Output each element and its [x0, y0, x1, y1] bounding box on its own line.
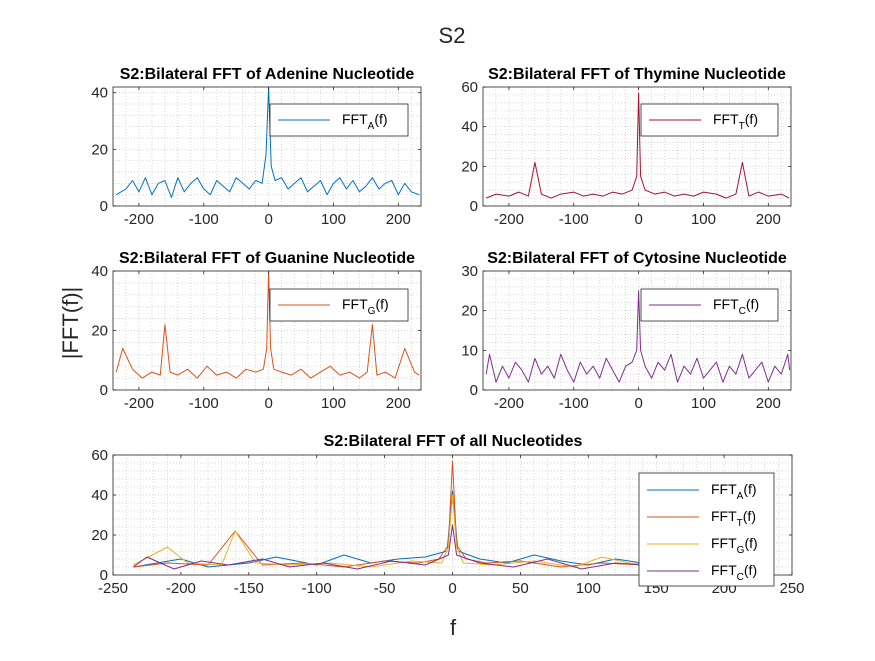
x-tick-label: -100: [189, 395, 219, 412]
legend-label-t: FFTT(f): [713, 111, 758, 132]
subplot-2: -200 -100 0 100 200 0 20 40 60 S2:Bilateral FFT o…: [461, 66, 792, 228]
subplot-title: S2:Bilateral FFT of Adenine Nucleotide: [120, 66, 415, 83]
legend: FFTG(f): [269, 288, 409, 322]
y-tick-label: 40: [91, 487, 108, 504]
x-tick-label: 100: [691, 395, 716, 412]
x-tick-label: 200: [386, 211, 411, 228]
y-tick-label: 40: [91, 85, 108, 102]
x-tick-label: -100: [559, 395, 589, 412]
y-tick-label: 60: [91, 447, 108, 464]
y-tick-label: 0: [100, 567, 108, 584]
subplot-title: S2:Bilateral FFT of Thymine Nucleotide: [488, 66, 786, 83]
subplot-title: S2:Bilateral FFT of Guanine Nucleotide: [119, 250, 415, 267]
x-tick-label: 100: [321, 211, 346, 228]
series-line-c: [485, 290, 791, 383]
x-tick-label: 0: [634, 211, 642, 228]
legend: FFTC(f): [640, 288, 779, 322]
subplot-3: -200 -100 0 100 200 0 20 40 S2:Bilateral FFT of …: [91, 250, 422, 412]
x-tick-label: -200: [124, 211, 154, 228]
y-tick-label: 30: [461, 263, 478, 280]
x-tick-label: -250: [98, 580, 128, 597]
legend-label-g: FFTG(f): [711, 535, 758, 556]
legend-label-g: FFTG(f): [342, 296, 389, 317]
x-tick-label: -100: [189, 211, 219, 228]
x-tick-label: 0: [448, 580, 456, 597]
axes-frame: [112, 86, 422, 207]
x-tick-label: -100: [559, 211, 589, 228]
series-line-g: [133, 494, 768, 568]
y-tick-label: 20: [461, 158, 478, 175]
subplot-title: S2:Bilateral FFT of Cytosine Nucleotide: [487, 250, 787, 267]
legend-label-t: FFTT(f): [711, 508, 756, 529]
y-tick-label: 20: [461, 303, 478, 320]
legend-label-c: FFTC(f): [711, 562, 757, 583]
x-tick-label: 100: [691, 211, 716, 228]
x-tick-label: 200: [756, 211, 781, 228]
figure-x-label: f: [450, 615, 457, 640]
x-tick-label: 100: [321, 395, 346, 412]
subplot-title: S2:Bilateral FFT of all Nucleotides: [324, 433, 583, 450]
x-tick-label: 250: [779, 580, 804, 597]
series-line-t: [486, 92, 790, 199]
y-tick-label: 40: [91, 263, 108, 280]
x-tick-label: 200: [386, 395, 411, 412]
legend-label-c: FFTC(f): [713, 296, 759, 317]
y-tick-label: 0: [100, 198, 108, 215]
legend: FFTA(f): [269, 103, 409, 137]
x-tick-label: -100: [302, 580, 332, 597]
subplot-5: -250 -200 -150 -100 -50 0 50 100 150 200 250020406…: [91, 433, 804, 597]
x-tick-label: -200: [166, 580, 196, 597]
y-tick-label: 0: [470, 382, 478, 399]
x-tick-label: 200: [756, 395, 781, 412]
y-tick-label: 40: [461, 119, 478, 136]
x-tick-label: -50: [374, 580, 396, 597]
y-tick-label: 0: [470, 198, 478, 215]
y-tick-label: 10: [461, 342, 478, 359]
figure-y-label: |FFT(f)|: [58, 287, 83, 360]
x-tick-label: 0: [264, 395, 272, 412]
x-tick-label: -150: [234, 580, 264, 597]
subplot-4: -200 -100 0 100 200 0 10 20 30 S2:Bilateral FFT o…: [461, 250, 792, 412]
legend-label-a: FFTA(f): [711, 481, 757, 502]
axes-frame: [482, 86, 792, 207]
x-tick-label: 0: [264, 211, 272, 228]
figure-title: S2: [439, 23, 466, 48]
x-tick-label: 0: [634, 395, 642, 412]
subplot-1: -200 -100 0 100 200 0 20 40 S2:Bilateral FFT of …: [91, 66, 422, 228]
legend: FFTT(f): [640, 103, 779, 137]
x-tick-label: -200: [494, 395, 524, 412]
y-tick-label: 0: [100, 382, 108, 399]
axes-frame: [482, 270, 792, 391]
legend: FFTA(f) FFTT(f) FFTG(f) FFTC(f): [638, 472, 775, 587]
legend-box: [638, 472, 775, 587]
x-tick-label: 100: [576, 580, 601, 597]
x-tick-label: 50: [512, 580, 529, 597]
y-tick-label: 20: [91, 323, 108, 340]
x-tick-label: -200: [494, 211, 524, 228]
y-tick-label: 20: [91, 141, 108, 158]
y-tick-label: 60: [461, 79, 478, 96]
legend-label-a: FFTA(f): [342, 111, 388, 132]
y-tick-label: 20: [91, 527, 108, 544]
x-tick-label: -200: [124, 395, 154, 412]
